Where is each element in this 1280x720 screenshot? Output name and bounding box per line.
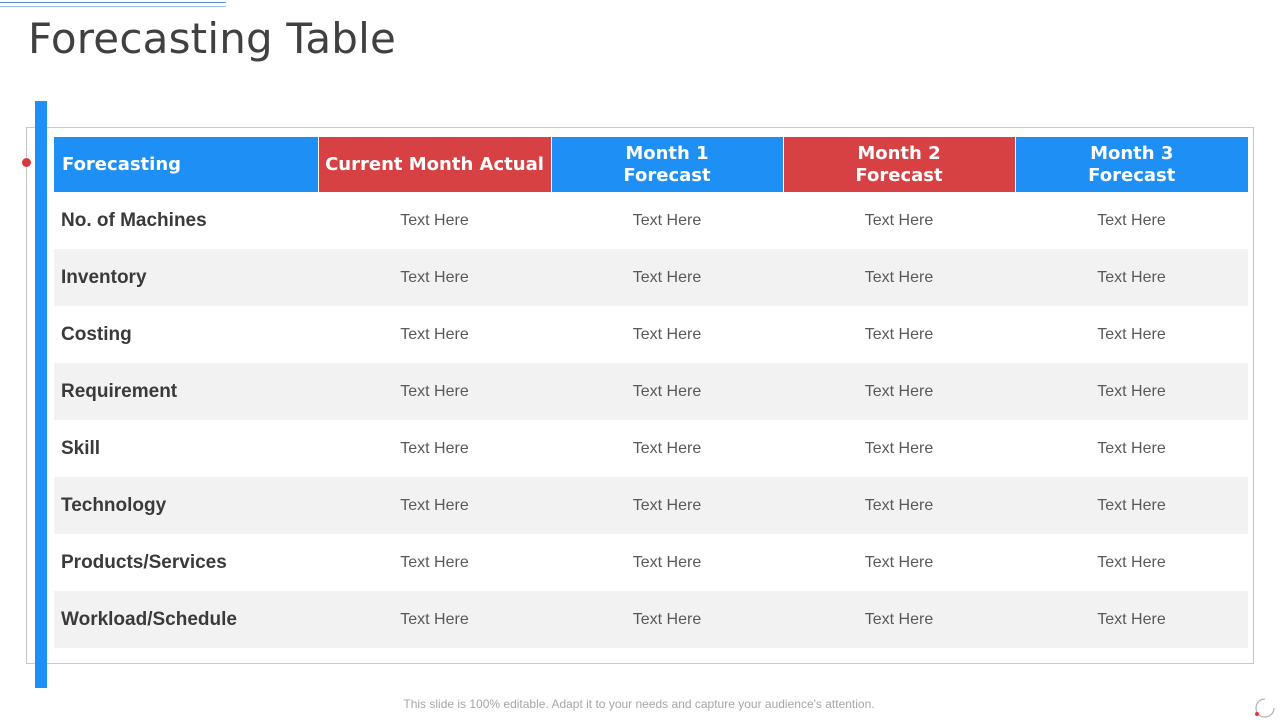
table-row: Workload/Schedule Text Here Text Here Te… bbox=[54, 591, 1248, 648]
header-row: Forecasting Current Month Actual Month 1… bbox=[54, 137, 1248, 192]
slide-title: Forecasting Table bbox=[28, 14, 397, 63]
table-cell: Text Here bbox=[632, 553, 702, 571]
table-row: Products/Services Text Here Text Here Te… bbox=[54, 534, 1248, 591]
table-row: Inventory Text Here Text Here Text Here … bbox=[54, 249, 1248, 306]
table-cell: Text Here bbox=[783, 363, 1015, 420]
table-row: Requirement Text Here Text Here Text Her… bbox=[54, 363, 1248, 420]
table-cell: Text Here bbox=[1015, 477, 1248, 534]
header-month-1-line-1: Month 1 bbox=[625, 142, 709, 164]
table-cell: Text Here bbox=[864, 553, 934, 571]
table-row: Technology Text Here Text Here Text Here… bbox=[54, 477, 1248, 534]
header-month-2-line-2: Forecast bbox=[855, 164, 943, 186]
row-label: Requirement bbox=[54, 363, 318, 420]
table-row: Skill Text Here Text Here Text Here Text… bbox=[54, 420, 1248, 477]
header-month-1-line-2: Forecast bbox=[623, 164, 711, 186]
forecasting-table: Forecasting Current Month Actual Month 1… bbox=[54, 137, 1248, 648]
table-cell: Text Here bbox=[783, 591, 1015, 648]
header-current-month-actual: Current Month Actual bbox=[317, 137, 551, 192]
table-cell: Text Here bbox=[400, 553, 469, 571]
table-cell: Text Here bbox=[783, 477, 1015, 534]
table-cell: Text Here bbox=[1097, 439, 1166, 457]
table-cell: Text Here bbox=[632, 325, 702, 343]
row-label: No. of Machines bbox=[61, 209, 207, 231]
header-month-2-forecast: Month 2 Forecast bbox=[782, 137, 1015, 192]
table-cell: Text Here bbox=[1097, 553, 1166, 571]
table-cell: Text Here bbox=[632, 439, 702, 457]
table-cell: Text Here bbox=[551, 477, 783, 534]
table-cell: Text Here bbox=[318, 249, 551, 306]
table-cell: Text Here bbox=[1015, 249, 1248, 306]
table-cell: Text Here bbox=[318, 363, 551, 420]
top-line-light bbox=[0, 6, 226, 7]
header-current-month-actual-label: Current Month Actual bbox=[325, 153, 544, 175]
header-month-3-line-1: Month 3 bbox=[1090, 142, 1174, 164]
spinner-ring-icon bbox=[1255, 698, 1275, 718]
table-cell: Text Here bbox=[400, 439, 469, 457]
header-forecasting-label: Forecasting bbox=[62, 153, 182, 175]
row-label: Technology bbox=[54, 477, 318, 534]
table-cell: Text Here bbox=[318, 591, 551, 648]
accent-dot bbox=[22, 158, 31, 167]
row-label: Products/Services bbox=[61, 551, 227, 573]
table-row: Costing Text Here Text Here Text Here Te… bbox=[54, 306, 1248, 363]
table-cell: Text Here bbox=[400, 211, 469, 229]
table-cell: Text Here bbox=[864, 211, 934, 229]
row-label: Workload/Schedule bbox=[54, 591, 318, 648]
header-month-2-line-1: Month 2 bbox=[857, 142, 941, 164]
table-cell: Text Here bbox=[551, 249, 783, 306]
vertical-accent-bar bbox=[35, 101, 47, 688]
row-label: Costing bbox=[61, 323, 132, 345]
table-frame bbox=[26, 127, 1254, 664]
table-cell: Text Here bbox=[1015, 363, 1248, 420]
table-cell: Text Here bbox=[1097, 325, 1166, 343]
table-cell: Text Here bbox=[318, 477, 551, 534]
table-cell: Text Here bbox=[1097, 211, 1166, 229]
row-label: Skill bbox=[61, 437, 101, 459]
top-decoration-lines bbox=[0, 0, 226, 8]
table-cell: Text Here bbox=[864, 325, 934, 343]
header-month-1-forecast: Month 1 Forecast bbox=[550, 137, 783, 192]
header-forecasting: Forecasting bbox=[54, 137, 318, 192]
table-row: No. of Machines Text Here Text Here Text… bbox=[54, 192, 1248, 249]
table-cell: Text Here bbox=[1015, 591, 1248, 648]
header-month-3-forecast: Month 3 Forecast bbox=[1014, 137, 1248, 192]
table-cell: Text Here bbox=[864, 439, 934, 457]
table-cell: Text Here bbox=[551, 363, 783, 420]
table-cell: Text Here bbox=[551, 591, 783, 648]
row-label: Inventory bbox=[54, 249, 318, 306]
header-month-3-line-2: Forecast bbox=[1088, 164, 1176, 186]
table-cell: Text Here bbox=[400, 325, 469, 343]
top-line-dark bbox=[0, 2, 226, 3]
footer-note: This slide is 100% editable. Adapt it to… bbox=[403, 697, 875, 711]
table-cell: Text Here bbox=[632, 211, 702, 229]
table-cell: Text Here bbox=[783, 249, 1015, 306]
